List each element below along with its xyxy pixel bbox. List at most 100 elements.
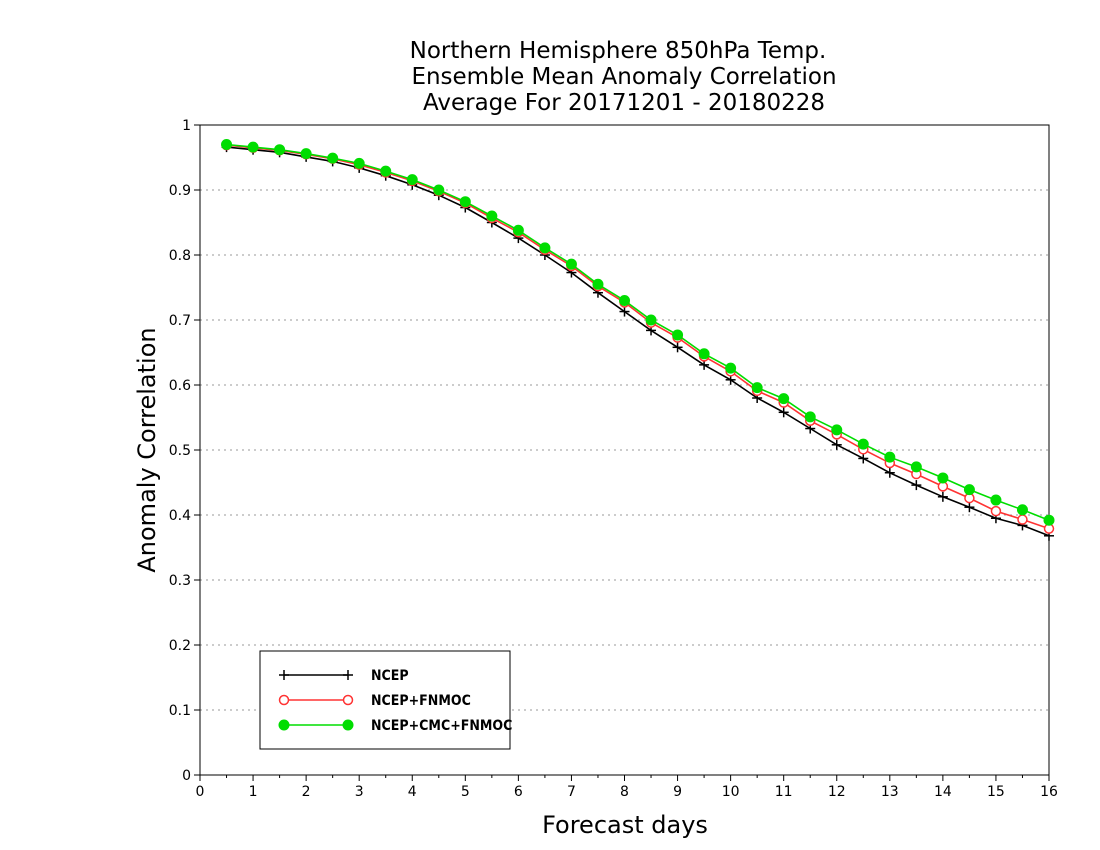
point-marker-plus [619,306,630,317]
point-marker-filled-circle [278,719,290,731]
y-tick-label: 0.9 [169,183,191,199]
x-tick-label: 12 [828,784,846,800]
point-marker-filled-circle [342,719,354,731]
point-marker-filled-circle [963,484,975,496]
point-marker-filled-circle [512,224,524,236]
y-tick-label: 0.8 [169,248,191,264]
point-marker-plus [778,407,789,418]
point-marker-filled-circle [990,494,1002,506]
series-ncep-cmc-fnmoc [221,139,1055,526]
x-tick-label: 10 [722,784,740,800]
point-marker-filled-circle [565,258,577,270]
x-tick-label: 13 [881,784,899,800]
point-marker-open-circle [278,694,290,706]
point-marker-filled-circle [910,461,922,473]
x-tick-label: 11 [775,784,793,800]
x-tick-label: 1 [249,784,258,800]
point-marker-filled-circle [592,278,604,290]
point-marker-filled-circle [831,424,843,436]
y-tick-label: 0.3 [169,573,191,589]
x-tick-label: 7 [567,784,576,800]
point-marker-plus [831,439,842,450]
x-tick-label: 16 [1040,784,1058,800]
point-marker-filled-circle [778,393,790,405]
point-marker-filled-circle [884,451,896,463]
x-tick-label: 9 [673,784,682,800]
x-tick-label: 4 [408,784,417,800]
point-marker-filled-circle [698,348,710,360]
point-marker-filled-circle [406,174,418,186]
point-marker-open-circle [990,505,1002,517]
series-line [226,146,1050,537]
x-tick-label: 2 [302,784,311,800]
series-ncep-fnmoc [221,139,1055,534]
y-tick-label: 0.7 [169,313,191,329]
legend-item: NCEP+CMC+FNMOC [278,718,512,734]
y-tick-label: 1 [182,118,191,134]
point-marker-filled-circle [645,314,657,326]
title-line-3: Average For 20171201 - 20180228 [423,90,825,116]
point-marker-filled-circle [433,184,445,196]
point-marker-filled-circle [459,196,471,208]
legend-item: NCEP [279,668,409,684]
point-marker-filled-circle [539,242,551,254]
point-marker-plus [672,342,683,353]
point-marker-filled-circle [221,139,233,150]
y-tick-label: 0.2 [169,638,191,654]
legend-label: NCEP+CMC+FNMOC [371,718,512,734]
series-line [226,143,1050,521]
point-marker-filled-circle [725,362,737,374]
point-marker-plus [937,491,948,502]
point-marker-filled-circle [486,210,498,222]
legend: NCEP NCEP+FNMOC NCEP+CMC+FNMOC [259,650,512,750]
y-tick-label: 0.4 [169,508,191,524]
point-marker-open-circle [342,694,354,706]
legend-items: NCEP NCEP+FNMOC NCEP+CMC+FNMOC [278,668,512,734]
x-tick-label: 0 [196,784,205,800]
y-tick-label: 0 [182,768,191,784]
point-marker-filled-circle [857,438,869,450]
point-marker-filled-circle [672,329,684,341]
series-ncep [221,142,1054,541]
point-marker-plus [964,502,975,513]
chart-title: Northern Hemisphere 850hPa Temp. Ensembl… [410,38,837,116]
point-marker-plus [279,670,289,680]
y-tick-label: 0.6 [169,378,191,394]
point-marker-plus [911,480,922,491]
point-marker-plus [884,467,895,478]
point-marker-filled-circle [804,411,816,423]
title-line-2: Ensemble Mean Anomaly Correlation [411,64,836,90]
point-marker-filled-circle [247,141,259,153]
y-tick-label: 0.5 [169,443,191,459]
x-tick-label: 6 [514,784,523,800]
point-marker-open-circle [1017,514,1028,525]
point-marker-filled-circle [1043,514,1055,526]
point-marker-plus [858,453,869,464]
point-marker-filled-circle [327,152,339,164]
x-tick-label: 14 [934,784,952,800]
point-marker-filled-circle [353,157,365,169]
y-tick-label: 0.1 [169,703,191,719]
x-tick-label: 8 [620,784,629,800]
y-axis-label: Anomaly Correlation [133,327,161,572]
point-marker-filled-circle [1016,504,1028,516]
title-line-1: Northern Hemisphere 850hPa Temp. [410,38,827,64]
point-marker-plus [343,670,353,680]
point-marker-filled-circle [937,472,949,484]
x-tick-label: 5 [461,784,470,800]
point-marker-filled-circle [300,148,312,160]
grid-lines [200,124,1049,711]
legend-item: NCEP+FNMOC [278,693,471,709]
point-marker-filled-circle [751,382,763,394]
legend-label: NCEP+FNMOC [371,693,471,709]
point-marker-filled-circle [619,295,630,306]
point-marker-filled-circle [274,144,286,156]
axis-ticks: 00.10.20.30.40.50.60.70.80.910 1 2 3 4 5 6 7 8 9 1… [169,118,1058,800]
x-tick-label: 3 [355,784,364,800]
point-marker-filled-circle [380,165,392,177]
x-tick-label: 15 [987,784,1005,800]
series-lines [221,139,1055,541]
x-axis-label: Forecast days [542,811,708,839]
legend-label: NCEP [371,668,409,684]
